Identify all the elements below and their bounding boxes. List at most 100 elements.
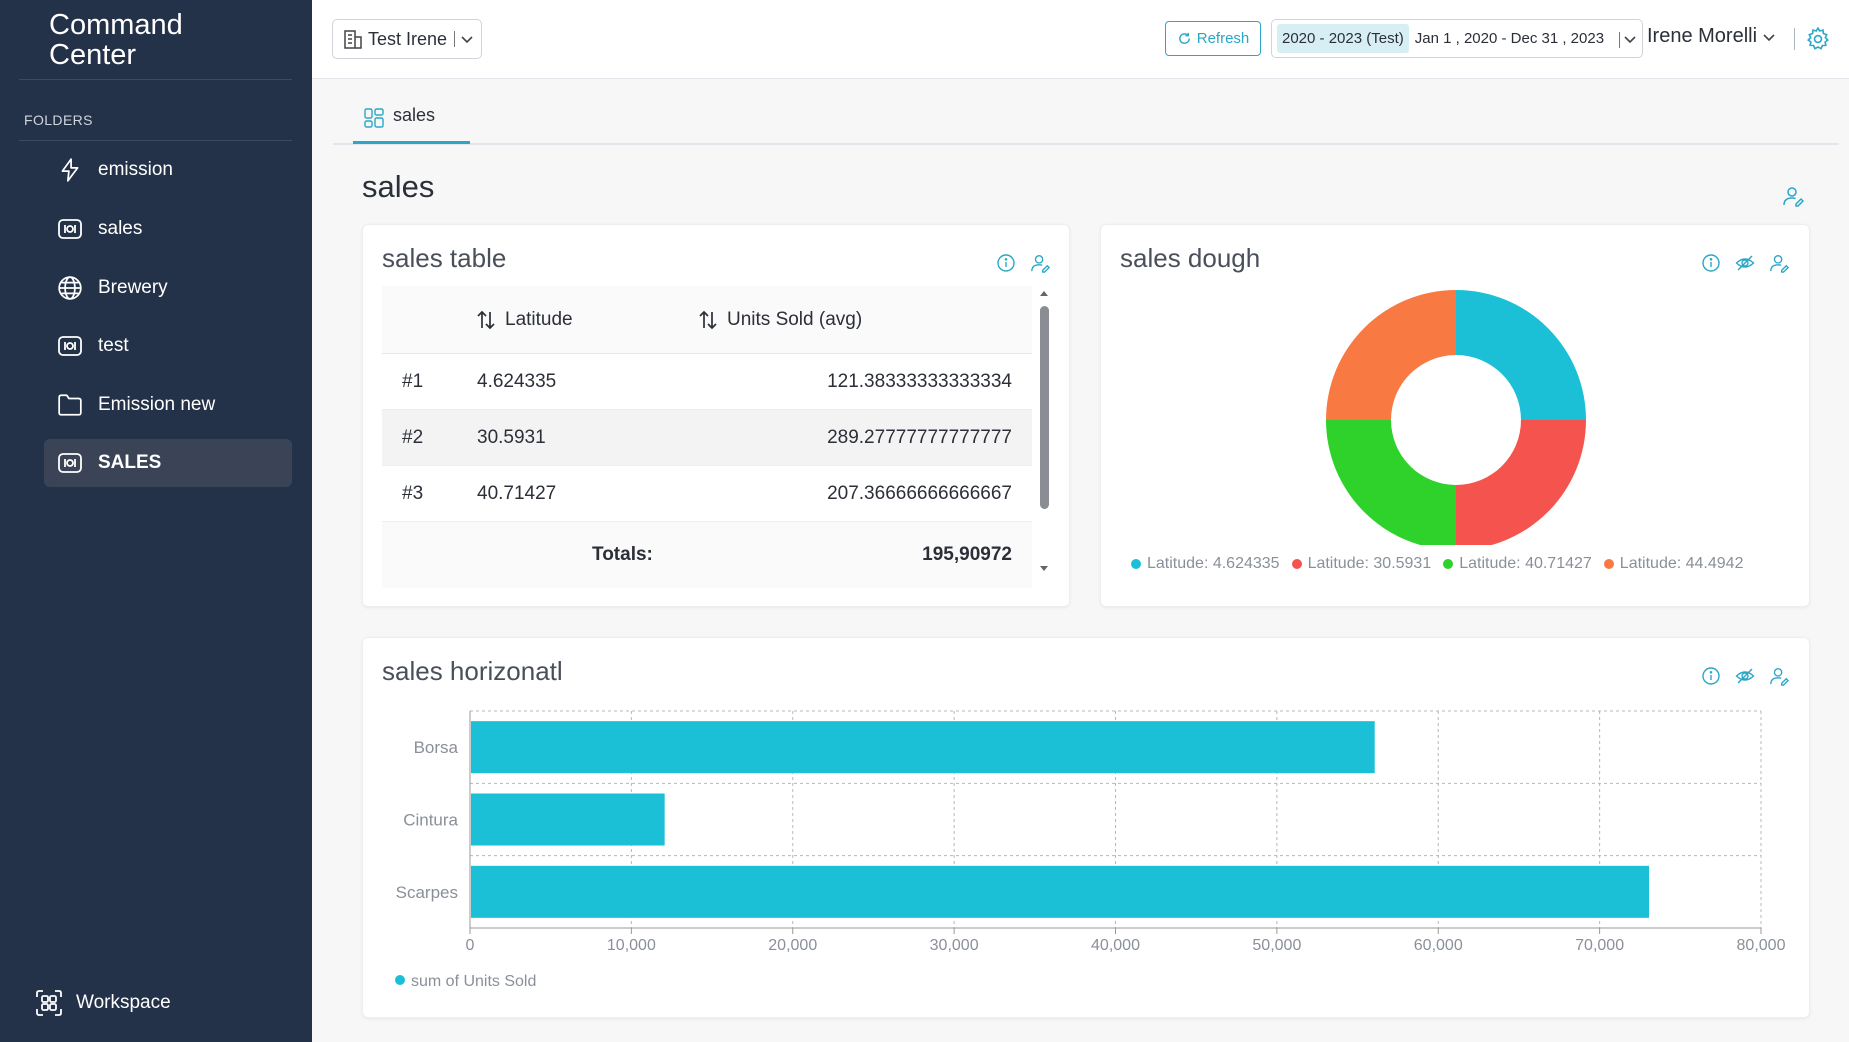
sidebar-item-sales[interactable]: sales — [44, 205, 292, 253]
x-tick-label: 10,000 — [607, 937, 656, 954]
card-title: sales table — [382, 243, 507, 273]
sidebar-item-label: test — [98, 335, 129, 356]
row-rank: #1 — [402, 371, 424, 392]
bolt-icon — [56, 156, 84, 184]
x-tick-label: 20,000 — [768, 937, 817, 954]
sidebar-item-label: sales — [98, 218, 143, 239]
row-latitude: 4.624335 — [477, 371, 557, 392]
legend-label: Latitude: 4.624335 — [1147, 555, 1280, 572]
sidebar: Command Center FOLDERS emission sales Br… — [0, 0, 312, 1042]
divider — [19, 140, 292, 141]
sidebar-item-label: Brewery — [98, 277, 168, 298]
top-bar: Test Irene Refresh 2020 - 2023 (Test) Ja… — [312, 0, 1849, 79]
chevron-down-icon — [459, 29, 475, 49]
card-actions — [1701, 253, 1789, 273]
table-row: #3 40.71427 207.36666666666667 — [382, 466, 1032, 522]
row-latitude: 30.5931 — [477, 427, 546, 448]
sales-table-card: sales table Latitude Units Sold (avg) #1… — [362, 224, 1070, 607]
globe-icon — [56, 274, 84, 302]
user-settings-icon[interactable] — [1030, 253, 1050, 273]
x-tick-label: 50,000 — [1252, 937, 1301, 954]
table-totals-row: Totals: 195,90972 — [382, 522, 1032, 588]
legend-item[interactable]: Latitude: 4.624335 — [1131, 555, 1280, 573]
donut-chart — [1326, 290, 1586, 545]
eye-off-icon[interactable] — [1735, 666, 1755, 686]
user-settings-icon[interactable] — [1769, 253, 1789, 273]
sort-icon — [477, 310, 495, 330]
divider — [1794, 28, 1795, 50]
legend-dot — [395, 975, 405, 985]
table-scrollbar[interactable] — [1037, 286, 1051, 586]
sidebar-item-emission[interactable]: emission — [44, 146, 292, 194]
info-icon[interactable] — [1701, 666, 1721, 686]
donut-legend: Latitude: 4.624335 Latitude: 30.5931 Lat… — [1131, 555, 1743, 573]
legend-label: Latitude: 44.4942 — [1619, 555, 1744, 572]
sidebar-item-label: emission — [98, 159, 173, 180]
x-tick-label: 60,000 — [1414, 937, 1463, 954]
legend-item[interactable]: Latitude: 40.71427 — [1443, 555, 1592, 573]
bar[interactable] — [471, 793, 665, 846]
sidebar-item-brewery[interactable]: Brewery — [44, 264, 292, 312]
folder-icon — [56, 391, 84, 419]
divider — [1619, 32, 1620, 48]
info-icon[interactable] — [996, 253, 1016, 273]
row-units: 207.36666666666667 — [827, 483, 1012, 504]
scroll-thumb[interactable] — [1040, 306, 1049, 509]
bar[interactable] — [471, 721, 1375, 774]
tab-label: sales — [393, 105, 436, 125]
card-actions — [996, 253, 1050, 273]
date-range-tag: 2020 - 2023 (Test) — [1277, 24, 1409, 53]
chevron-down-icon — [1761, 27, 1777, 47]
bar[interactable] — [471, 865, 1650, 918]
chevron-down-icon — [1622, 29, 1638, 49]
legend-label[interactable]: sum of Units Sold — [411, 973, 536, 990]
sort-icon — [699, 310, 717, 330]
donut-slice[interactable] — [1456, 290, 1586, 420]
table-row: #1 4.624335 121.38333333333334 — [382, 354, 1032, 410]
legend-item[interactable]: Latitude: 44.4942 — [1603, 555, 1744, 573]
date-range-picker[interactable]: 2020 - 2023 (Test) Jan 1 , 2020 - Dec 31… — [1271, 19, 1643, 58]
sidebar-item-sales-upper[interactable]: SALES — [44, 439, 292, 487]
user-settings-icon[interactable] — [1782, 185, 1805, 207]
scroll-arrows-icon — [1040, 291, 1048, 571]
ioi-icon — [56, 215, 84, 243]
dashboard-icon — [363, 107, 385, 129]
refresh-button[interactable]: Refresh — [1165, 21, 1261, 56]
divider — [454, 31, 455, 47]
ioi-icon — [56, 449, 84, 477]
user-settings-icon[interactable] — [1769, 666, 1789, 686]
legend-dot — [1603, 559, 1614, 569]
donut-slice[interactable] — [1326, 290, 1456, 420]
gear-icon[interactable] — [1805, 26, 1831, 52]
sidebar-item-label: Emission new — [98, 394, 216, 415]
sidebar-item-label: SALES — [98, 452, 162, 473]
eye-off-icon[interactable] — [1735, 253, 1755, 273]
totals-label: Totals: — [592, 544, 653, 565]
donut-slice[interactable] — [1456, 420, 1586, 545]
user-menu[interactable]: Irene Morelli — [1647, 25, 1777, 48]
refresh-label: Refresh — [1196, 30, 1250, 47]
bar-chart: 0 10,000 20,000 30,000 40,000 50,000 60,000 70,… — [395, 710, 1786, 990]
sidebar-item-test[interactable]: test — [44, 322, 292, 370]
donut-slice[interactable] — [1326, 420, 1456, 545]
workspace-link[interactable]: Workspace — [34, 988, 171, 1018]
x-tick-label: 0 — [466, 937, 475, 954]
card-title: sales dough — [1120, 243, 1261, 273]
y-tick-label: Cintura — [403, 811, 458, 830]
legend-item[interactable]: Latitude: 30.5931 — [1291, 555, 1431, 573]
row-units: 289.27777777777777 — [827, 427, 1012, 448]
row-rank: #2 — [402, 427, 424, 448]
legend-label: Latitude: 40.71427 — [1459, 555, 1592, 572]
tab-sales[interactable]: sales — [353, 105, 470, 144]
tenant-select[interactable]: Test Irene — [332, 19, 482, 59]
x-tick-label: 30,000 — [930, 937, 979, 954]
totals-value: 195,90972 — [922, 544, 1012, 565]
sidebar-item-emission-new[interactable]: Emission new — [44, 381, 292, 429]
card-title: sales horizonatl — [382, 656, 563, 686]
column-header-units-sold[interactable]: Units Sold (avg) — [697, 308, 862, 332]
brand-text: Command Center — [49, 9, 183, 71]
column-header-latitude[interactable]: Latitude — [475, 308, 573, 332]
y-tick-label: Borsa — [414, 738, 459, 757]
x-tick-label: 40,000 — [1091, 937, 1140, 954]
info-icon[interactable] — [1701, 253, 1721, 273]
